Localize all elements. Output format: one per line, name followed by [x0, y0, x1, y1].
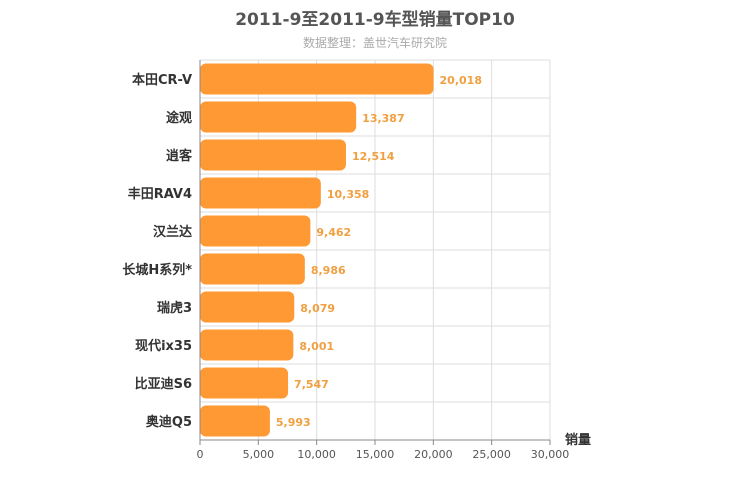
category-label: 逍客 [166, 148, 193, 164]
bar [200, 139, 346, 171]
bar-value-label: 12,514 [352, 150, 395, 163]
x-tick-label: 15,000 [356, 448, 395, 461]
x-tick-label: 0 [197, 448, 204, 461]
x-tick-label: 20,000 [414, 448, 453, 461]
category-label: 长城H系列* [122, 262, 192, 278]
chart-title: 2011-9至2011-9车型销量TOP10 [235, 10, 515, 30]
x-tick-label: 5,000 [243, 448, 275, 461]
bar [200, 101, 357, 133]
x-tick-label: 30,000 [531, 448, 570, 461]
bar-value-label: 5,993 [276, 416, 311, 429]
category-label: 丰田RAV4 [128, 186, 192, 202]
bar [200, 215, 311, 247]
bar-value-label: 8,079 [300, 302, 335, 315]
bar-value-label: 13,387 [362, 112, 404, 125]
bar-value-label: 8,986 [311, 264, 346, 277]
bar-value-label: 20,018 [440, 74, 482, 87]
bar-value-label: 9,462 [316, 226, 351, 239]
bar [200, 329, 294, 361]
bar [200, 253, 305, 285]
bar-value-label: 7,547 [294, 378, 329, 391]
x-tick-label: 25,000 [472, 448, 511, 461]
category-label: 比亚迪S6 [135, 376, 192, 392]
bars: 20,018 13,387 12,514 10,358 9,462 8,986 8,079 8… [200, 63, 482, 437]
grid-lines [200, 59, 551, 441]
bar [200, 367, 289, 399]
category-label: 途观 [166, 110, 192, 126]
bar [200, 177, 321, 209]
bar-value-label: 10,358 [327, 188, 369, 201]
category-label: 奥迪Q5 [146, 414, 192, 430]
bar [200, 405, 270, 437]
x-tick-label: 10,000 [297, 448, 336, 461]
bar-value-label: 8,001 [299, 340, 334, 353]
x-axis-title: 销量 [565, 432, 591, 448]
category-label: 瑞虎3 [157, 300, 192, 316]
category-label: 本田CR-V [132, 72, 192, 88]
bar [200, 63, 434, 95]
category-label: 汉兰达 [153, 224, 192, 240]
bar [200, 291, 295, 323]
chart-subtitle: 数据整理：盖世汽车研究院 [302, 36, 447, 50]
category-label: 现代ix35 [135, 338, 192, 354]
